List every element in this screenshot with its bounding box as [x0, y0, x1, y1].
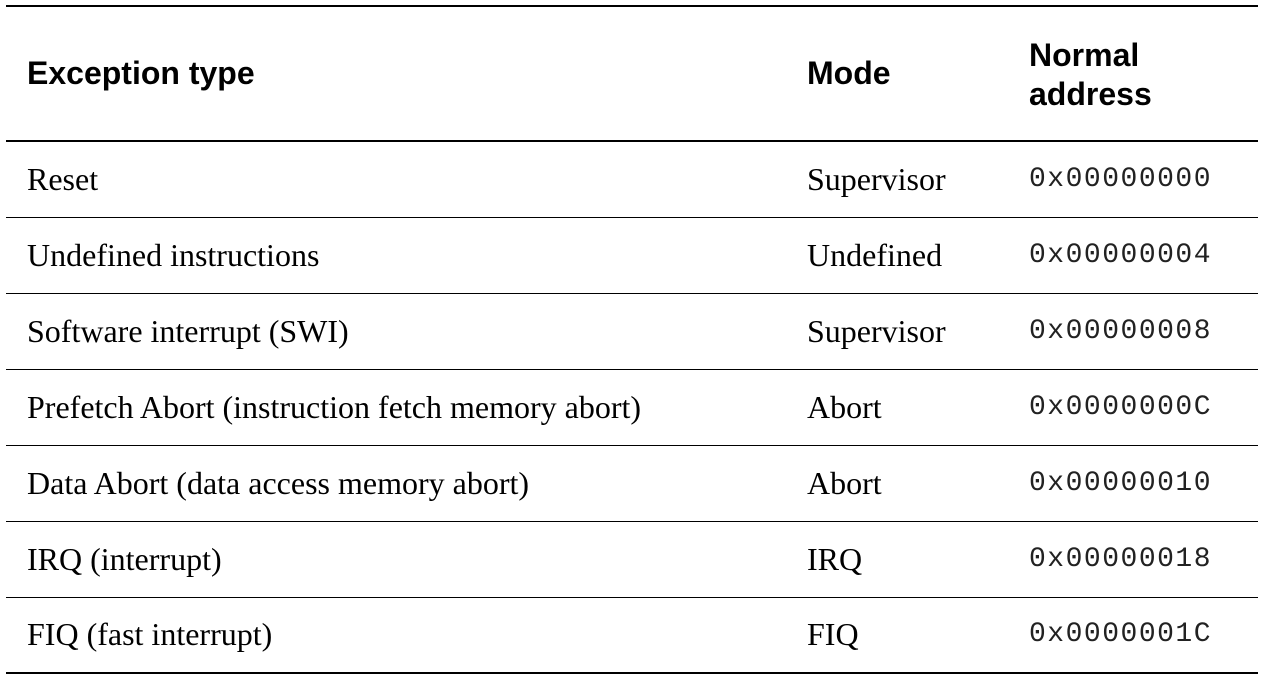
cell-mode: IRQ	[807, 540, 863, 577]
table-row: IRQ (interrupt) IRQ 0x00000018	[6, 521, 1258, 597]
cell-address: 0x00000000	[1029, 163, 1213, 195]
cell-address: 0x00000008	[1029, 315, 1213, 347]
cell-exception: Software interrupt (SWI)	[27, 312, 349, 349]
cell-address: 0x00000018	[1029, 543, 1213, 575]
cell-mode: Supervisor	[807, 160, 946, 197]
cell-address: 0x00000004	[1029, 239, 1213, 271]
table-row: Data Abort (data access memory abort) Ab…	[6, 445, 1258, 521]
cell-exception: Data Abort (data access memory abort)	[27, 464, 530, 501]
cell-mode: Abort	[807, 388, 882, 425]
cell-exception: Undefined instructions	[27, 236, 320, 273]
cell-address: 0x0000000C	[1029, 391, 1213, 423]
table-row: Undefined instructions Undefined 0x00000…	[6, 217, 1258, 293]
cell-exception: FIQ (fast interrupt)	[27, 616, 273, 653]
cell-exception: Prefetch Abort (instruction fetch memory…	[27, 388, 642, 425]
cell-address: 0x00000010	[1029, 467, 1213, 499]
table-header: Exception type Mode Normal address	[6, 6, 1258, 141]
table-body: Reset Supervisor 0x00000000 Undefined in…	[6, 141, 1258, 673]
header-normal-address: Normal address	[1029, 6, 1258, 141]
cell-mode: Undefined	[807, 236, 943, 273]
header-row: Exception type Mode Normal address	[6, 6, 1258, 141]
exception-vector-table: Exception type Mode Normal address Reset…	[6, 5, 1258, 674]
table-row: FIQ (fast interrupt) FIQ 0x0000001C	[6, 597, 1258, 673]
header-normal-address-line1: Normal	[1029, 36, 1140, 73]
table-row: Prefetch Abort (instruction fetch memory…	[6, 369, 1258, 445]
cell-address: 0x0000001C	[1029, 619, 1213, 651]
cell-exception: Reset	[27, 160, 99, 197]
header-exception-type: Exception type	[27, 55, 255, 91]
header-mode: Mode	[807, 55, 891, 91]
table-row: Reset Supervisor 0x00000000	[6, 141, 1258, 217]
cell-exception: IRQ (interrupt)	[27, 540, 222, 577]
cell-mode: Supervisor	[807, 312, 946, 349]
header-normal-address-line2: address	[1029, 75, 1152, 112]
cell-mode: FIQ	[807, 616, 859, 653]
table-row: Software interrupt (SWI) Supervisor 0x00…	[6, 293, 1258, 369]
cell-mode: Abort	[807, 464, 882, 501]
